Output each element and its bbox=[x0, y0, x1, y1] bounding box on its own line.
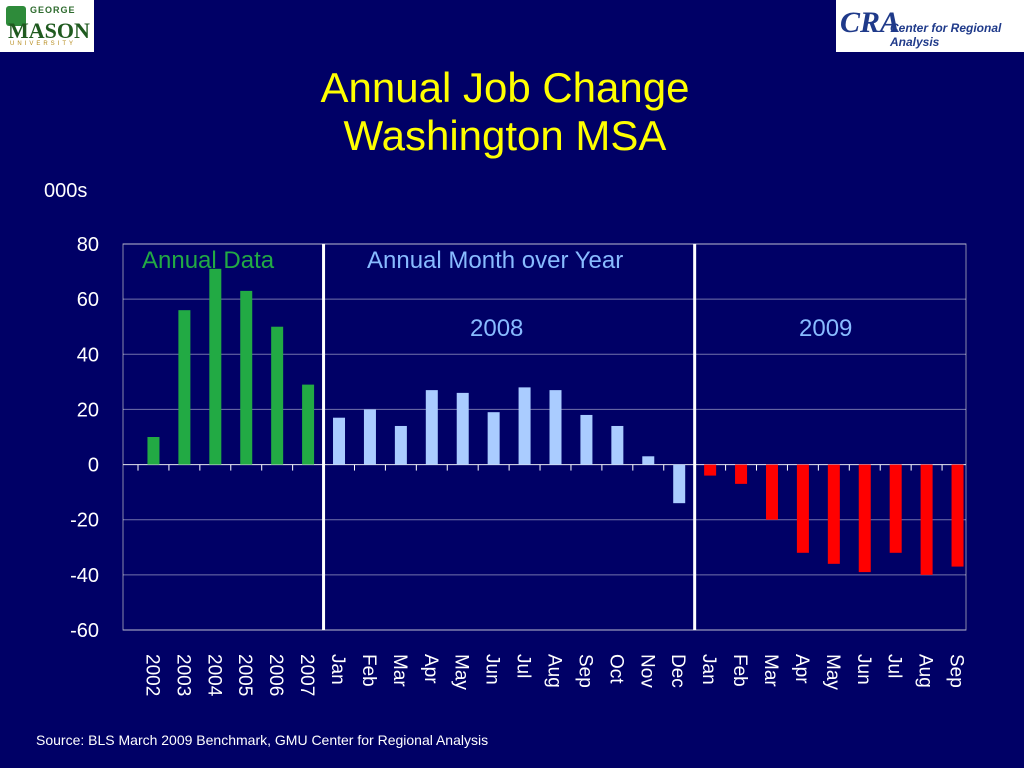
bar bbox=[796, 464, 809, 553]
bar bbox=[363, 409, 376, 465]
gmu-logo-mark-icon bbox=[6, 6, 26, 26]
x-tick-label: Jun bbox=[482, 654, 503, 685]
x-tick-label: Apr bbox=[420, 654, 441, 684]
y-axis-unit-label: 000s bbox=[44, 180, 88, 202]
bar bbox=[425, 390, 438, 465]
bar bbox=[889, 464, 902, 553]
bar bbox=[704, 464, 717, 476]
x-tick-label: May bbox=[822, 654, 843, 690]
y-tick-label: 40 bbox=[77, 344, 99, 366]
bar bbox=[920, 464, 933, 575]
cra-logo-text: Center for Regional Analysis bbox=[890, 21, 1002, 49]
y-tick-label: -20 bbox=[70, 510, 99, 532]
annotation-2009: 2009 bbox=[799, 315, 852, 342]
y-tick-label: 0 bbox=[88, 455, 99, 477]
x-tick-label: 2006 bbox=[265, 654, 286, 696]
x-tick-label: Mar bbox=[760, 654, 781, 687]
x-tick-label: Jan bbox=[698, 654, 719, 685]
y-tick-label: -40 bbox=[70, 565, 99, 587]
annotation-annual-data: Annual Data bbox=[142, 247, 275, 274]
bar bbox=[240, 290, 253, 465]
bar bbox=[611, 425, 624, 465]
bar bbox=[456, 392, 469, 465]
bar bbox=[333, 417, 346, 465]
x-tick-label: Mar bbox=[389, 654, 410, 687]
x-tick-label: Jan bbox=[327, 654, 348, 685]
y-tick-label: -60 bbox=[70, 620, 99, 642]
y-tick-label: 60 bbox=[77, 289, 99, 311]
x-tick-label: Feb bbox=[729, 654, 750, 687]
bar bbox=[487, 412, 500, 465]
x-tick-label: Nov bbox=[636, 654, 657, 688]
bar bbox=[209, 268, 222, 465]
x-tick-label: 2002 bbox=[141, 654, 162, 696]
x-tick-label: Aug bbox=[544, 654, 565, 688]
bar bbox=[765, 464, 778, 520]
x-tick-label: Apr bbox=[791, 654, 812, 684]
cra-logo-mark: CRA bbox=[840, 6, 901, 39]
bar bbox=[302, 384, 315, 465]
plot-area bbox=[122, 243, 967, 631]
bar bbox=[858, 464, 871, 573]
x-tick-label: 2005 bbox=[234, 654, 255, 696]
bar bbox=[549, 390, 562, 465]
y-tick-label: 20 bbox=[77, 399, 99, 421]
gmu-logo: GEORGE MASON UNIVERSITY bbox=[0, 0, 94, 52]
chart-title-line2: Washington MSA bbox=[343, 112, 667, 159]
x-tick-label: Dec bbox=[667, 654, 688, 688]
bar bbox=[271, 326, 284, 465]
y-tick-label: 80 bbox=[77, 234, 99, 256]
x-tick-label: Jul bbox=[513, 654, 534, 678]
bar bbox=[580, 414, 593, 465]
bar bbox=[518, 387, 531, 465]
x-tick-label: Jun bbox=[853, 654, 874, 685]
x-tick-label: Jul bbox=[884, 654, 905, 678]
bar bbox=[147, 437, 160, 465]
cra-logo: CRA Center for Regional Analysis bbox=[836, 0, 1024, 52]
x-tick-label: Sep bbox=[574, 654, 595, 688]
bar bbox=[951, 464, 964, 567]
chart-title: Annual Job Change Washington MSA bbox=[0, 64, 1010, 160]
x-tick-label: 2003 bbox=[172, 654, 193, 696]
bar bbox=[394, 425, 407, 465]
x-tick-label: 2007 bbox=[296, 654, 317, 696]
annotation-2008: 2008 bbox=[470, 315, 523, 342]
bar bbox=[642, 456, 655, 465]
x-tick-label: 2004 bbox=[203, 654, 224, 697]
x-tick-label: Oct bbox=[605, 654, 626, 684]
chart-title-line1: Annual Job Change bbox=[320, 64, 690, 111]
x-tick-label: Sep bbox=[946, 654, 967, 688]
bar bbox=[673, 464, 686, 504]
bar bbox=[178, 310, 191, 465]
gmu-logo-small-text: GEORGE bbox=[30, 5, 76, 15]
bar bbox=[827, 464, 840, 564]
bar bbox=[735, 464, 748, 484]
x-tick-label: May bbox=[451, 654, 472, 690]
gmu-logo-big-text: MASON bbox=[8, 18, 90, 43]
x-tick-label: Feb bbox=[358, 654, 379, 687]
source-note: Source: BLS March 2009 Benchmark, GMU Ce… bbox=[36, 732, 489, 748]
x-tick-label: Aug bbox=[915, 654, 936, 688]
gmu-logo-university-text: UNIVERSITY bbox=[10, 41, 77, 47]
annotation-month-over-year: Annual Month over Year bbox=[367, 247, 623, 274]
